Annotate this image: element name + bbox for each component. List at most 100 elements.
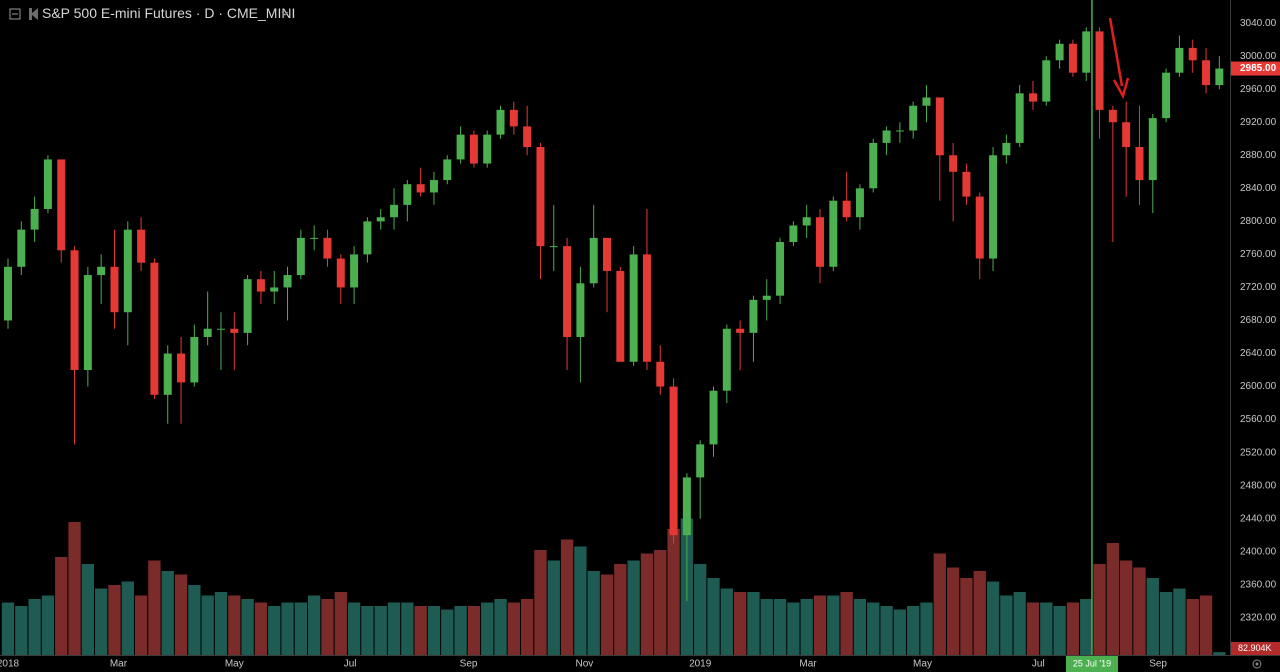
y-tick-label: 2840.00 (1240, 183, 1277, 194)
volume-bar (414, 606, 427, 655)
candle-body (722, 328, 731, 391)
x-tick-label: May (913, 659, 932, 670)
candle-body (509, 109, 518, 127)
candle-body (190, 336, 199, 383)
chart-title[interactable]: S&P 500 E-mini Futures · D · CME_MINI (42, 5, 295, 21)
candle-body (523, 126, 532, 148)
candle-body (975, 196, 984, 259)
y-tick-label: 2600.00 (1240, 381, 1277, 392)
volume-bar (427, 606, 441, 655)
candle-body (642, 254, 651, 362)
volume-bar (334, 592, 347, 655)
candle-body (456, 134, 465, 160)
candle-body (669, 386, 678, 536)
candle-body (216, 328, 225, 330)
volume-bar (933, 553, 946, 655)
volume-bar (1186, 599, 1199, 655)
y-tick-label: 2720.00 (1240, 282, 1277, 293)
candle-body (589, 237, 598, 284)
y-tick-label: 3000.00 (1240, 51, 1277, 62)
symbol-icon (29, 8, 38, 20)
y-tick-label: 2800.00 (1240, 216, 1277, 227)
candle-body (629, 254, 638, 362)
candle-body (935, 97, 944, 156)
y-tick-label: 2400.00 (1240, 546, 1277, 557)
candle-body (1068, 43, 1077, 73)
candle-body (709, 390, 718, 445)
x-tick-label: Jul (344, 659, 357, 670)
candle-body (1135, 147, 1144, 181)
volume-bar (68, 522, 81, 655)
volume-bar (241, 599, 254, 655)
volume-bar (534, 550, 547, 655)
volume-bar (55, 557, 68, 655)
candle-body (855, 188, 864, 218)
volume-bar (880, 606, 893, 655)
collapse-icon[interactable] (9, 8, 21, 20)
volume-bar (1026, 602, 1040, 655)
volume-bar (494, 599, 507, 655)
y-tick-label: 2680.00 (1240, 315, 1277, 326)
volume-bar (1040, 602, 1053, 655)
volume-bar (840, 592, 853, 655)
volume-bar (15, 606, 28, 655)
crosshair-label: 25 Jul '19 (1073, 658, 1111, 668)
candle-body (137, 229, 146, 263)
candle-body (789, 225, 798, 243)
candle-body (603, 237, 612, 271)
volume-bar (1120, 560, 1133, 655)
volume-bar (547, 560, 560, 655)
volume-bar (308, 595, 321, 655)
candle-body (536, 147, 545, 247)
candle-body (1162, 72, 1171, 119)
candle-body (549, 246, 558, 248)
volume-bar (907, 606, 920, 655)
last-price-tag (1231, 61, 1280, 76)
candle-body (922, 97, 931, 106)
candle-body (1002, 142, 1011, 156)
dropdown-icon[interactable] (281, 11, 289, 16)
candle-body (949, 155, 958, 172)
volume-bar (853, 599, 867, 655)
volume-bar (1199, 595, 1213, 655)
volume-bar (281, 602, 294, 655)
candle-body (17, 229, 26, 267)
candle-body (616, 270, 625, 362)
volume-bar (747, 592, 760, 655)
x-tick-label: Jul (1032, 659, 1045, 670)
candle-body (43, 159, 52, 209)
y-tick-label: 2760.00 (1240, 249, 1277, 260)
volume-bar (640, 553, 654, 655)
candle-body (1188, 47, 1197, 61)
candle-body (163, 353, 172, 395)
volume-bar (121, 581, 134, 655)
candle-body (83, 275, 92, 371)
candle-body (1042, 60, 1051, 102)
candle-body (656, 361, 665, 387)
settings-icon[interactable] (1252, 659, 1262, 669)
candle-body (829, 200, 838, 267)
crosshair-label-bg (1065, 656, 1118, 672)
candle-body (70, 250, 79, 371)
candle-body (563, 246, 572, 337)
candle-body (443, 159, 452, 181)
candle-body (203, 328, 212, 337)
arrow-annotation (1108, 17, 1130, 100)
candle-body (909, 105, 918, 131)
candle-body (310, 237, 319, 239)
candle-body (869, 142, 878, 189)
y-tick-label: 2920.00 (1240, 117, 1277, 128)
y-tick-label: 2880.00 (1240, 150, 1277, 161)
candle-body (895, 130, 904, 132)
volume-bar (1106, 543, 1120, 655)
y-tick-label: 2320.00 (1240, 612, 1277, 623)
volume-bar (867, 602, 880, 655)
x-tick-label: Mar (799, 659, 817, 670)
y-tick-label: 3040.00 (1240, 18, 1277, 29)
volume-bar (347, 602, 361, 655)
candle-body (429, 180, 438, 193)
candle-body (177, 353, 186, 383)
volume-bar (733, 592, 747, 655)
